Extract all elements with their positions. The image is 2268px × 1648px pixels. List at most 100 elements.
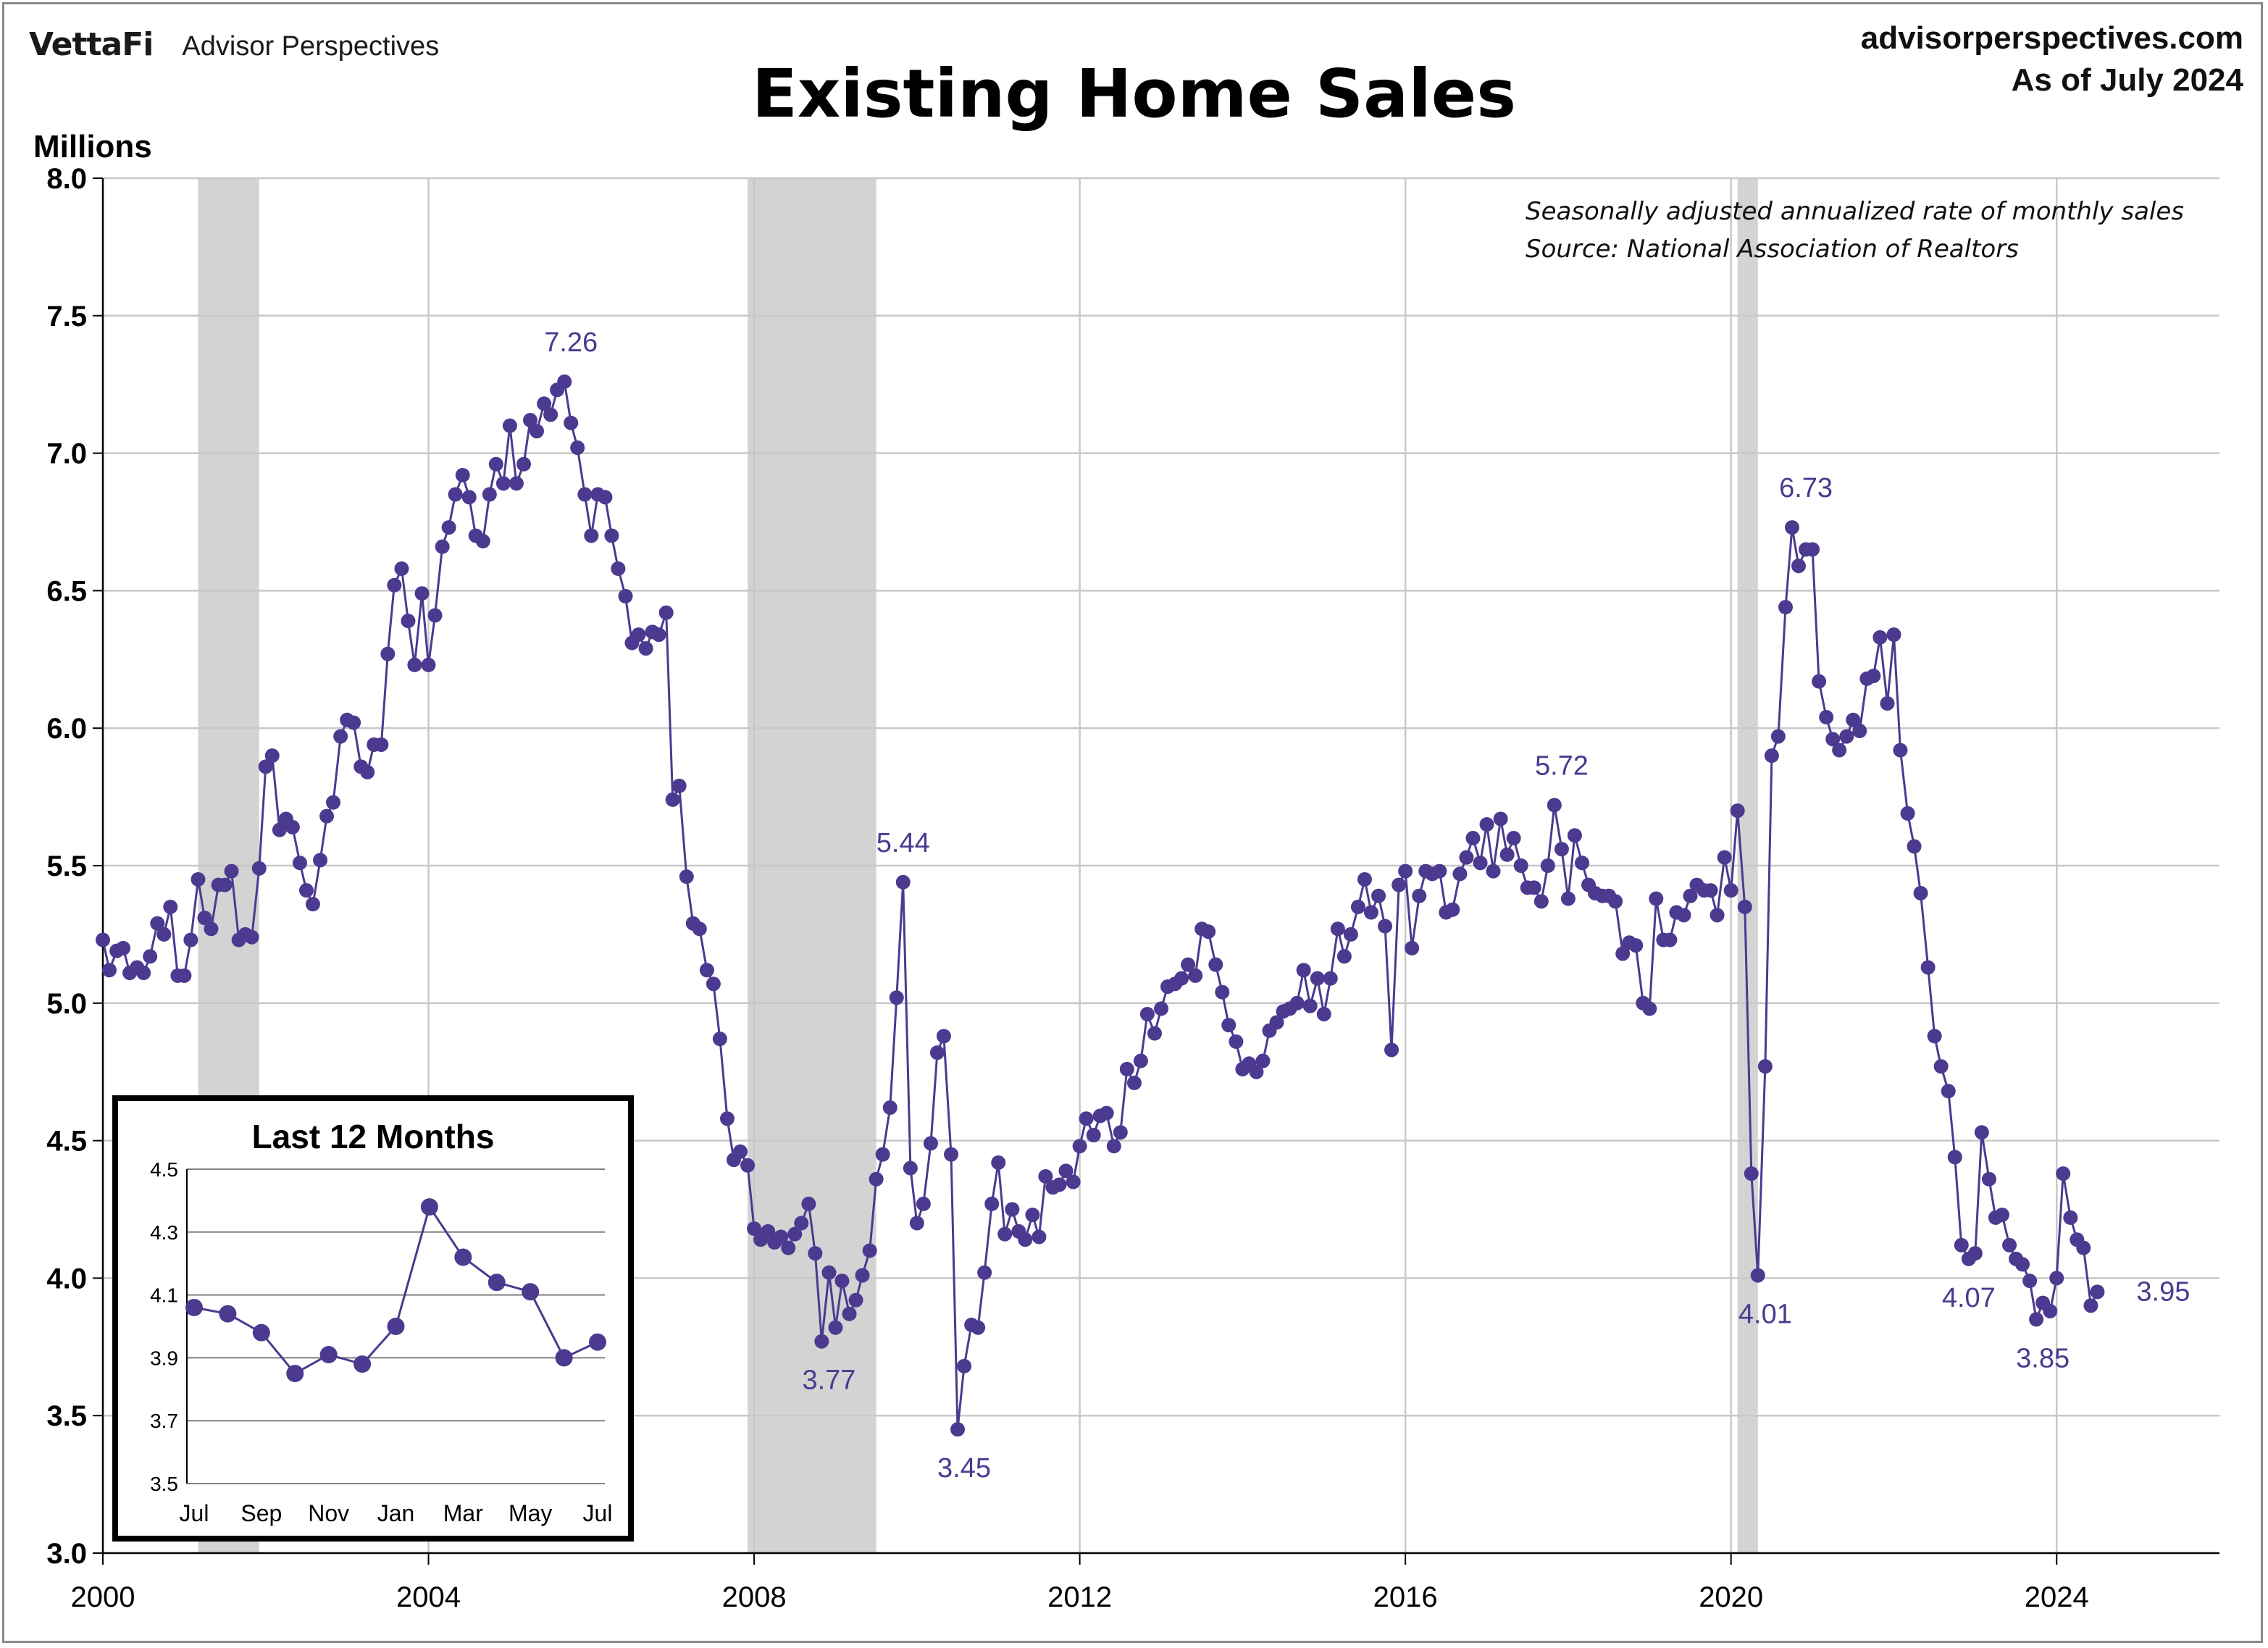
sales-point [1893, 743, 1908, 758]
value-annotation: 7.26 [544, 327, 598, 358]
sales-point [1513, 858, 1528, 873]
value-annotation: 3.77 [802, 1365, 855, 1396]
sales-point [407, 657, 422, 672]
sales-point [204, 921, 219, 937]
sales-point [1750, 1268, 1765, 1283]
sales-point [1880, 696, 1895, 711]
sales-point [903, 1160, 918, 1176]
inset-x-tick-label: Jul [583, 1500, 613, 1526]
sales-point [1967, 1246, 1983, 1261]
sales-point [313, 853, 328, 868]
sales-point [1133, 1053, 1148, 1068]
sales-point [618, 588, 633, 603]
inset-y-tick-label: 4.3 [150, 1221, 178, 1244]
sales-point [604, 528, 619, 543]
sales-point [1330, 921, 1345, 937]
sales-point [488, 456, 503, 472]
sales-point [394, 561, 409, 577]
sales-point [1615, 946, 1631, 961]
x-tick-label: 2024 [2025, 1581, 2089, 1613]
sales-point [1038, 1168, 1053, 1184]
sales-point [1683, 888, 1698, 903]
sales-point [2063, 1210, 2078, 1225]
sales-point [1310, 971, 1325, 986]
sales-point [1032, 1229, 1047, 1245]
sales-point [842, 1306, 857, 1321]
sales-point [944, 1147, 959, 1162]
sales-point [875, 1147, 890, 1162]
sales-point [2029, 1312, 2044, 1327]
sales-point [101, 963, 117, 978]
sales-point [1907, 839, 1922, 854]
sales-point [631, 627, 646, 643]
sales-point [1866, 669, 1881, 684]
sales-point [834, 1273, 850, 1289]
sales-point [1933, 1059, 1949, 1074]
sales-point [258, 759, 273, 774]
sales-point [1139, 1006, 1155, 1021]
sales-point [1994, 1208, 2009, 1223]
sales-point [1717, 850, 1732, 865]
sales-point [2083, 1298, 2098, 1313]
sales-point [319, 808, 335, 824]
sales-point [537, 396, 552, 411]
sales-point [217, 877, 233, 892]
sales-point [1405, 940, 1420, 955]
sales-point [380, 646, 396, 661]
sales-point [1350, 899, 1365, 914]
sales-point [1560, 891, 1576, 906]
sales-point [801, 1196, 816, 1211]
sales-point [638, 641, 653, 656]
sales-point [971, 1320, 986, 1335]
sales-point [461, 490, 477, 505]
sales-point [1126, 1075, 1142, 1090]
sales-point [2076, 1240, 2091, 1255]
sales-point [1025, 1208, 1040, 1223]
sales-point [523, 413, 538, 428]
sales-point [821, 1265, 837, 1280]
sales-point [1852, 723, 1867, 738]
sales-point [1784, 520, 1799, 535]
sales-point [516, 456, 532, 472]
sales-point [1052, 1177, 1067, 1192]
sales-point [1099, 1105, 1114, 1121]
value-annotation: 4.01 [1738, 1300, 1792, 1330]
sales-point [1432, 863, 1447, 879]
inset-title: Last 12 Months [251, 1118, 495, 1155]
sales-point [794, 1216, 809, 1231]
sales-point [814, 1334, 829, 1349]
sales-point [1058, 1163, 1074, 1179]
inset-y-tick-label: 4.1 [150, 1284, 178, 1307]
sales-point [1018, 1232, 1033, 1247]
sales-point [1215, 984, 1230, 1000]
sales-point [1832, 743, 1847, 758]
inset-y-tick-label: 3.9 [150, 1347, 178, 1369]
x-tick-label: 2012 [1047, 1581, 1112, 1613]
x-tick-label: 2004 [396, 1581, 461, 1613]
sales-point [787, 1226, 803, 1242]
sales-point [1465, 831, 1481, 846]
sales-point [1181, 957, 1196, 972]
inset-point [219, 1305, 237, 1323]
sales-point [828, 1320, 843, 1335]
inset-last-12-months: Last 12 Months 3.5 3.7 3.9 4.1 4.3 4.5 Jul Sep N… [112, 1095, 634, 1542]
sales-point [401, 614, 416, 629]
sales-point [584, 528, 599, 543]
sales-point [1336, 949, 1352, 964]
note-line-2: Source: National Association of Realtors [1526, 235, 2019, 264]
sales-points [96, 374, 2105, 1437]
chart-title: Existing Home Sales [752, 55, 1516, 133]
sales-point [543, 407, 558, 422]
sales-point [1628, 938, 1644, 953]
sales-point [1316, 1006, 1331, 1021]
value-annotations: 7.26 3.77 5.44 3.45 5.72 4.01 6.73 4.07 3.85 3.95 [544, 327, 2190, 1484]
sales-point [455, 467, 470, 482]
sales-point [1764, 748, 1779, 764]
x-tick-label: 2016 [1373, 1581, 1438, 1613]
sales-point [1575, 856, 1590, 871]
sales-point [1941, 1084, 1956, 1099]
sales-point [1947, 1150, 1962, 1165]
sales-point [333, 729, 348, 744]
sales-point [360, 764, 375, 779]
